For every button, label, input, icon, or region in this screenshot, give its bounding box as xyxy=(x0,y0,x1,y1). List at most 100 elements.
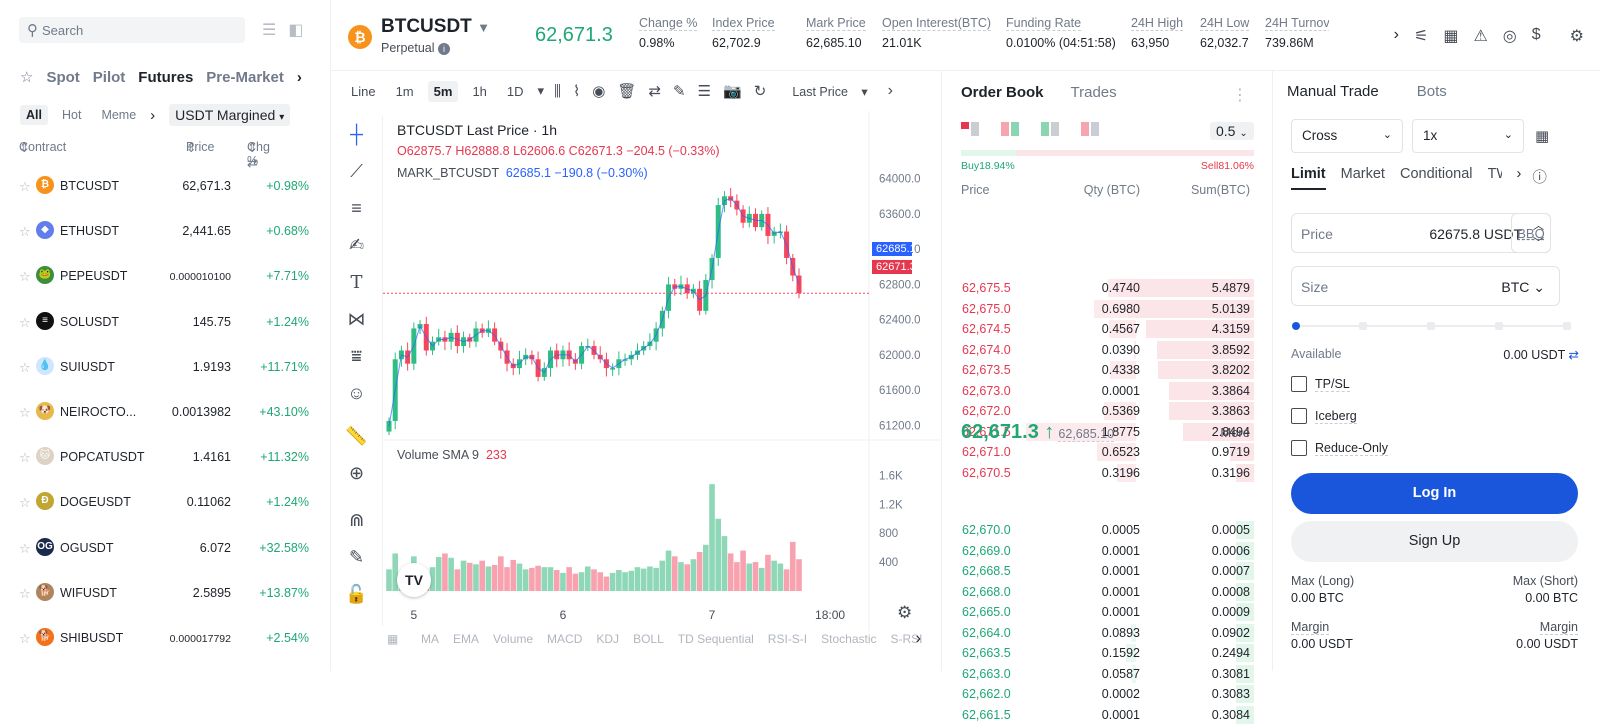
bid-row[interactable]: 62,665.0 0.0001 0.0009 xyxy=(961,602,1254,622)
favorite-star-icon[interactable]: ☆ xyxy=(19,495,31,511)
size-unit-select[interactable]: BTC ⌄ xyxy=(1501,279,1545,295)
tab-market[interactable]: Market xyxy=(1340,166,1385,182)
tab-bots[interactable]: Bots xyxy=(1416,83,1447,100)
transfer-icon[interactable]: ⇄ xyxy=(1568,348,1579,362)
search-input[interactable] xyxy=(42,22,222,38)
tab-trades[interactable]: Trades xyxy=(1070,84,1117,101)
asks-only-view-icon[interactable] xyxy=(1081,122,1099,136)
ask-row[interactable]: 62,671.5 1.8775 2.8494 xyxy=(961,422,1254,442)
interval-dropdown-icon[interactable]: ▾ xyxy=(537,83,545,98)
price-type-select[interactable]: Last Price ▾ xyxy=(792,84,868,99)
contract-row[interactable]: ☆ 💧 SUIUSDT 1.9193 +11.71% xyxy=(0,345,331,390)
bbo-button[interactable]: BBO xyxy=(1511,213,1551,253)
chevron-right-icon[interactable]: › xyxy=(1516,166,1522,182)
indicator-4[interactable]: KDJ xyxy=(596,632,620,646)
chart-settings-gear-icon[interactable]: ⚙ xyxy=(897,603,913,622)
candle-type-icon[interactable]: ⫼ xyxy=(554,82,561,100)
tpsl-checkbox[interactable]: TP/SL xyxy=(1291,376,1350,392)
indicator-7[interactable]: RSI-S-I xyxy=(767,632,808,646)
bid-row[interactable]: 62,668.5 0.0001 0.0007 xyxy=(961,561,1254,581)
both-sides-view-icon[interactable] xyxy=(961,122,979,136)
bid-ask-split-icon[interactable] xyxy=(1001,122,1019,136)
zoom-in-icon[interactable]: ⊕ xyxy=(348,463,365,483)
sliders-icon[interactable]: ⚟ xyxy=(1413,28,1429,45)
signup-button[interactable]: Sign Up xyxy=(1291,521,1578,562)
chevron-right-icon[interactable]: › xyxy=(887,82,893,99)
filter-meme[interactable]: Meme xyxy=(101,108,137,122)
ask-row[interactable]: 62,674.5 0.4567 4.3159 xyxy=(961,319,1254,339)
calendar-icon[interactable]: ▦ xyxy=(387,632,399,646)
pattern-icon[interactable]: ⋈ xyxy=(347,309,366,329)
tab-limit[interactable]: Limit xyxy=(1291,166,1326,190)
favorite-star-icon[interactable]: ☆ xyxy=(19,450,31,466)
unlock-icon[interactable]: 🔓 xyxy=(345,584,368,604)
size-slider[interactable] xyxy=(1292,322,1571,330)
magnet-icon[interactable]: ⋒ xyxy=(348,510,365,530)
bid-row[interactable]: 62,663.5 0.1592 0.2494 xyxy=(961,643,1254,663)
margin-type-select[interactable]: USDT Margined ▾ xyxy=(169,104,291,126)
emoji-icon[interactable]: ☺ xyxy=(347,383,366,403)
contract-row[interactable]: ☆ 🐶 NEIROCTO... 0.0013982 +43.10% xyxy=(0,390,331,435)
collapse-sidebar-icon[interactable]: ◧ xyxy=(288,22,304,39)
tab-twap[interactable]: TW xyxy=(1487,166,1502,182)
tab-conditional[interactable]: Conditional xyxy=(1399,166,1473,182)
indicator-6[interactable]: TD Sequential xyxy=(677,632,754,646)
tab-order-book[interactable]: Order Book xyxy=(961,84,1044,101)
stepper-down-icon[interactable]: ﹀ xyxy=(1533,237,1544,249)
ask-row[interactable]: 62,673.5 0.4338 3.8202 xyxy=(961,360,1254,380)
price-input[interactable]: Price 62675.8 USDT ︿ ﹀ xyxy=(1291,213,1551,253)
filter-all[interactable]: All xyxy=(20,105,48,125)
reduce-only-checkbox[interactable]: Reduce-Only xyxy=(1291,440,1388,456)
leverage-select[interactable]: 1x ⌄ xyxy=(1412,119,1524,153)
ask-row[interactable]: 62,673.0 0.0001 3.3864 xyxy=(961,381,1254,401)
contract-row[interactable]: ☆ ₿ BTCUSDT 62,671.3 +0.98% xyxy=(0,164,331,209)
bids-only-view-icon[interactable] xyxy=(1041,122,1059,136)
ask-row[interactable]: 62,675.0 0.6980 5.0139 xyxy=(961,299,1254,319)
fib-icon[interactable]: ⩸ xyxy=(351,346,362,366)
calculator-icon[interactable]: ▦ xyxy=(1535,128,1550,145)
tab-spot[interactable]: Spot xyxy=(46,68,80,86)
bid-row[interactable]: 62,664.0 0.0893 0.0902 xyxy=(961,623,1254,643)
draw-visibility-icon[interactable]: ✎ xyxy=(673,83,686,100)
contract-row[interactable]: ☆ 🐸 PEPEUSDT 0.000010100 +7.71% xyxy=(0,254,331,299)
favorite-star-icon[interactable]: ☆ xyxy=(19,585,31,601)
filter-hot[interactable]: Hot xyxy=(61,108,82,122)
favorite-star-icon[interactable]: ☆ xyxy=(19,269,31,285)
indicator-3[interactable]: MACD xyxy=(547,632,583,646)
slider-handle[interactable] xyxy=(1292,322,1300,330)
contract-row[interactable]: ☆ 🐕 SHIBUSDT 0.000017792 +2.54% xyxy=(0,616,331,661)
contract-row[interactable]: ☆ 🐱 POPCATUSDT 1.4161 +11.32% xyxy=(0,435,331,480)
tick-size-select[interactable]: 0.5 ⌄ xyxy=(1210,122,1254,140)
chevron-right-icon[interactable]: › xyxy=(1393,26,1399,43)
ask-row[interactable]: 62,675.5 0.4740 5.4879 xyxy=(961,278,1254,298)
favorites-star-icon[interactable]: ☆ xyxy=(20,69,34,86)
lock-draw-icon[interactable]: ✎ xyxy=(348,547,365,567)
camera-icon[interactable]: 📷 xyxy=(723,83,742,100)
interval-line[interactable]: Line xyxy=(351,83,376,99)
favorite-star-icon[interactable]: ☆ xyxy=(19,314,31,330)
interval-5m[interactable]: 5m xyxy=(427,80,459,102)
indicator-8[interactable]: Stochastic xyxy=(821,632,877,646)
trash-icon[interactable]: 🗑 xyxy=(617,83,637,100)
contract-row[interactable]: ☆ Ð DOGEUSDT 0.11062 +1.24% xyxy=(0,480,331,525)
contract-row[interactable]: ☆ ≡ SOLUSDT 145.75 +1.24% xyxy=(0,300,331,345)
favorite-star-icon[interactable]: ☆ xyxy=(19,540,31,556)
info-icon[interactable]: ⓘ xyxy=(1532,170,1547,186)
ask-row[interactable]: 62,670.5 0.3196 0.3196 xyxy=(961,463,1254,483)
contract-row[interactable]: ☆ 🐕 WIFUSDT 2.5895 +13.87% xyxy=(0,571,331,616)
interval-1m[interactable]: 1m xyxy=(395,83,414,99)
tab-manual-trade[interactable]: Manual Trade xyxy=(1287,83,1379,100)
login-button[interactable]: Log In xyxy=(1291,473,1578,514)
trend-line-icon[interactable]: ⟋ xyxy=(350,161,363,181)
indicator-1[interactable]: EMA xyxy=(453,632,480,646)
iceberg-checkbox[interactable]: Iceberg xyxy=(1291,408,1357,424)
chevron-right-icon[interactable]: › xyxy=(296,68,302,86)
bid-row[interactable]: 62,669.0 0.0001 0.0006 xyxy=(961,541,1254,561)
settings-gear-icon[interactable]: ⚙ xyxy=(1569,28,1584,45)
dollar-icon[interactable]: $ xyxy=(1531,26,1541,43)
calculator-icon[interactable]: ▦ xyxy=(1443,28,1459,45)
price-chart[interactable]: 64000.063600.063200.062800.062400.062000… xyxy=(383,111,941,671)
indicator-0[interactable]: MA xyxy=(421,632,439,646)
contract-row[interactable]: ☆ OG OGUSDT 6.072 +32.58% xyxy=(0,526,331,571)
favorite-star-icon[interactable]: ☆ xyxy=(19,179,31,194)
